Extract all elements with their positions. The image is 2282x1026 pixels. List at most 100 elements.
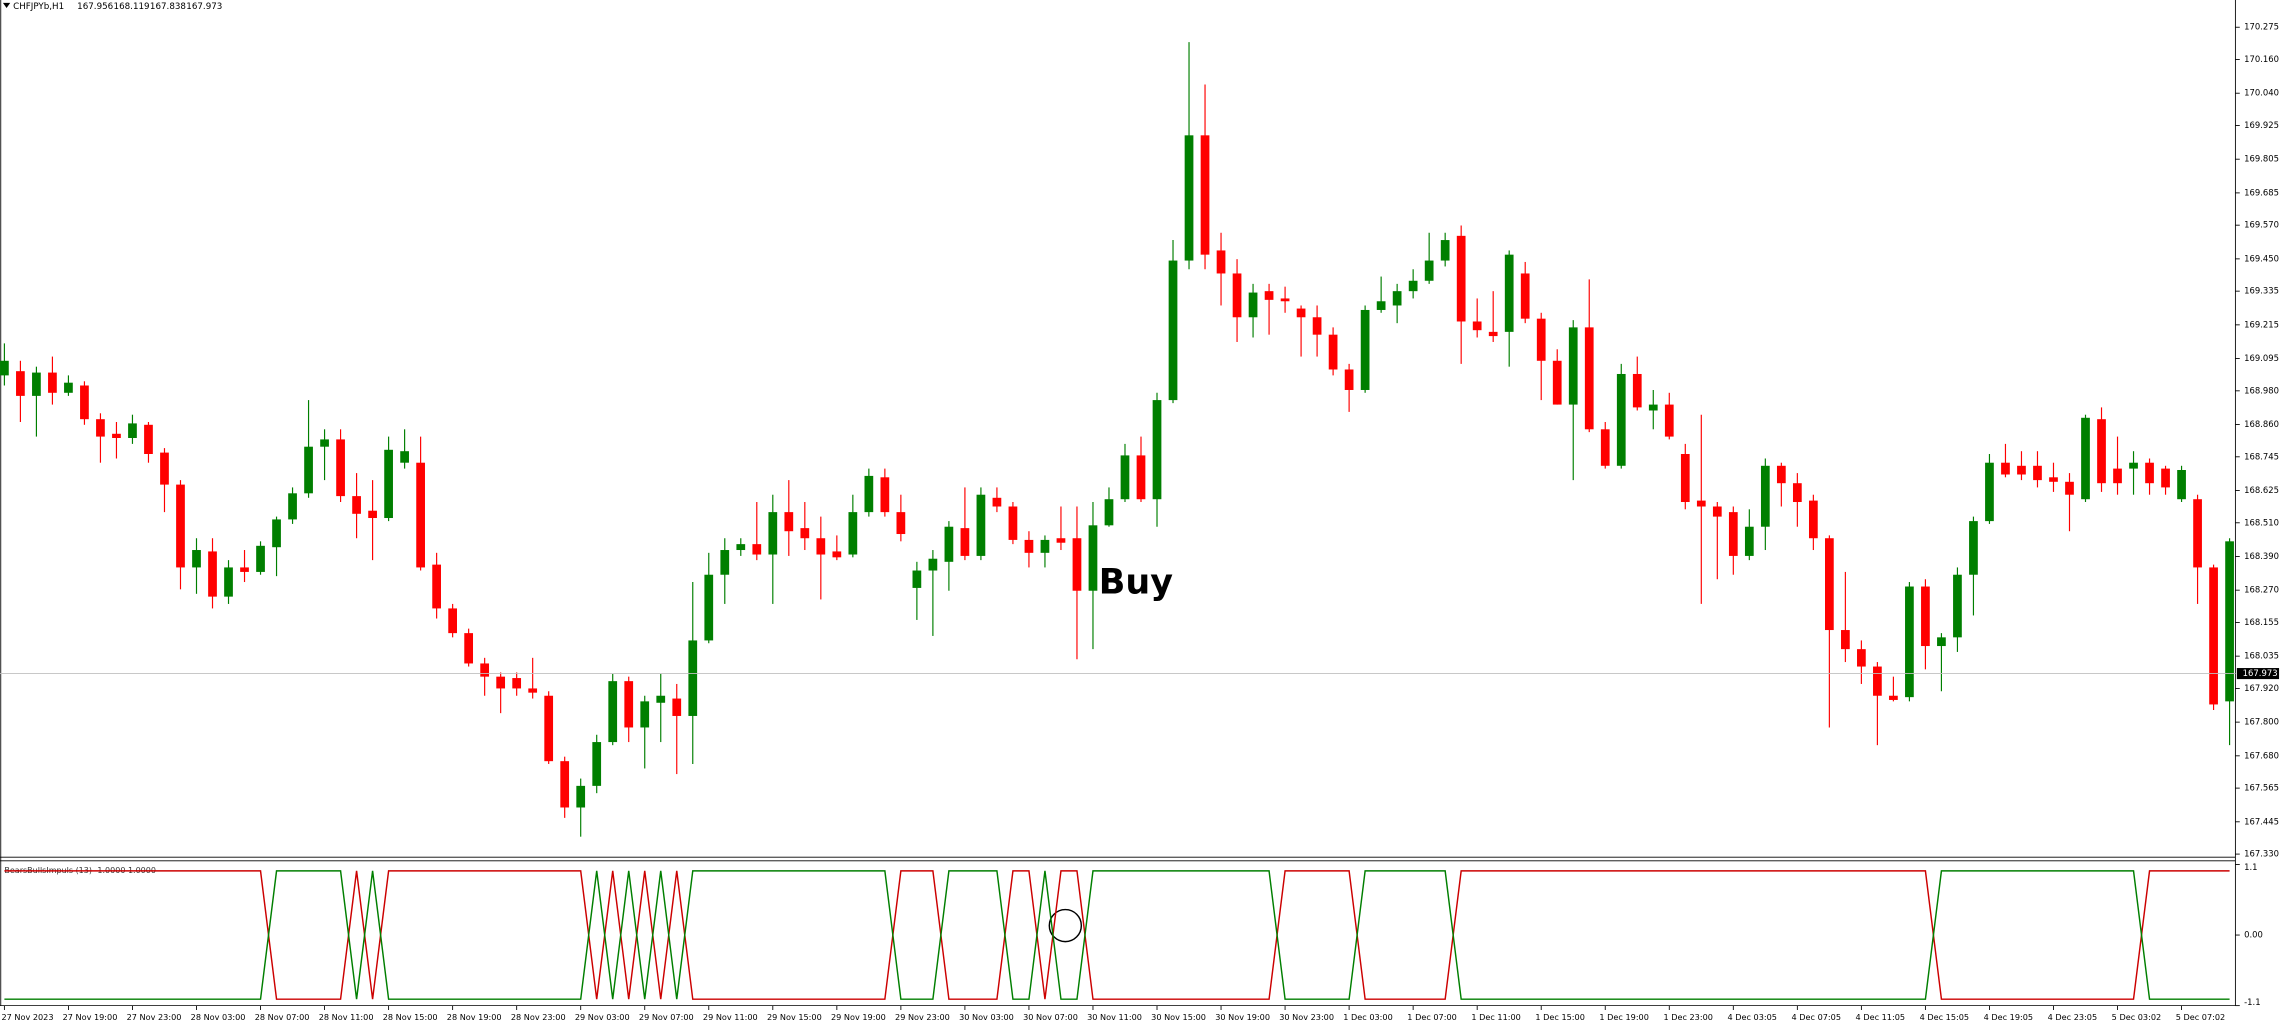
candle-body: [464, 633, 474, 664]
candle-body: [1632, 373, 1642, 408]
candle-body: [848, 512, 858, 555]
x-tick-label: 29 Nov 03:00: [575, 1012, 630, 1022]
candle-body: [1905, 586, 1914, 698]
last-price-box: [2236, 668, 2280, 680]
y-tick-label: 169.095: [2244, 353, 2279, 363]
x-tick-label: 29 Nov 11:00: [703, 1012, 758, 1022]
y-tick-label: 169.450: [2244, 253, 2279, 263]
candle-body: [1248, 292, 1258, 318]
candle-body: [1280, 298, 1290, 302]
y-tick-label: 169.570: [2244, 220, 2279, 230]
candle-body: [1825, 538, 1834, 631]
candle-body: [832, 551, 842, 558]
candle-body: [1440, 240, 1450, 261]
candle-body: [1072, 538, 1082, 591]
x-tick-label: 28 Nov 07:00: [255, 1012, 310, 1022]
y-tick-label: 168.270: [2244, 585, 2279, 595]
candle-body: [1760, 465, 1770, 527]
candle-body: [1488, 331, 1498, 337]
y-tick-label: 169.685: [2244, 187, 2279, 197]
candle-body: [688, 640, 698, 716]
y-tick-label: 168.155: [2244, 617, 2279, 627]
candle-body: [1921, 586, 1930, 647]
x-tick-label: 1 Dec 11:00: [1471, 1012, 1520, 1022]
symbol-menu-arrow[interactable]: [2, 2, 11, 9]
candle-body: [1744, 526, 1754, 556]
candle-body: [1889, 695, 1898, 700]
candle-body: [2017, 465, 2026, 475]
x-tick-label: 30 Nov 19:00: [1215, 1012, 1270, 1022]
y-tick-label: 1.1: [2244, 862, 2257, 872]
y-tick-label: 168.035: [2244, 651, 2279, 661]
y-tick-label: 168.625: [2244, 485, 2279, 495]
candle-body: [928, 558, 938, 571]
candle-body: [368, 510, 377, 519]
indicator-line: [4, 870, 2230, 1000]
symbol-label: CHFJPYb,H1: [13, 2, 64, 12]
candle-body: [1696, 500, 1706, 507]
x-tick-label: 4 Dec 19:05: [1984, 1012, 2033, 1022]
candle-body: [768, 512, 778, 555]
y-tick-label: 0.00: [2244, 930, 2263, 940]
candle-body: [544, 695, 554, 762]
x-tick-label: 1 Dec 23:00: [1663, 1012, 1712, 1022]
y-tick-label: 170.040: [2244, 88, 2279, 98]
x-tick-label: 29 Nov 15:00: [767, 1012, 822, 1022]
candle-body: [1648, 404, 1658, 411]
candle-body: [32, 372, 41, 396]
candle-body: [1664, 404, 1674, 437]
candle-body: [1985, 462, 1994, 522]
candle-body: [288, 493, 297, 520]
x-tick-label: 29 Nov 07:00: [639, 1012, 694, 1022]
candle-body: [1552, 360, 1562, 405]
candle-body: [1008, 506, 1018, 540]
candle-body: [1472, 321, 1482, 331]
y-tick-label: 168.860: [2244, 419, 2279, 429]
candle-body: [512, 678, 522, 689]
candle-body: [672, 698, 682, 716]
header-value: 167.956: [77, 2, 113, 12]
candle-body: [1504, 254, 1514, 332]
candle-body: [1312, 317, 1322, 335]
candle-body: [1200, 135, 1210, 255]
candle-body: [1296, 308, 1306, 318]
candle-body: [0, 360, 9, 376]
header-value: 167.838: [150, 2, 186, 12]
candle-body: [1841, 630, 1850, 650]
x-tick-label: 28 Nov 03:00: [191, 1012, 246, 1022]
candle-body: [1104, 499, 1114, 526]
x-tick-label: 1 Dec 03:00: [1343, 1012, 1392, 1022]
x-tick-label: 28 Nov 15:00: [383, 1012, 438, 1022]
x-tick-label: 29 Nov 23:00: [895, 1012, 950, 1022]
y-tick-label: 168.980: [2244, 385, 2279, 395]
candle-body: [320, 439, 329, 447]
x-tick-label: 4 Dec 11:05: [1856, 1012, 1905, 1022]
candle-body: [1120, 455, 1130, 500]
candle-body: [1520, 273, 1530, 319]
candle-body: [1184, 135, 1194, 261]
candle-body: [2001, 462, 2010, 475]
candle-body: [592, 742, 602, 786]
candle-body: [720, 550, 730, 575]
candle-body: [2129, 462, 2138, 469]
candle-body: [2113, 468, 2122, 484]
x-tick-label: 1 Dec 07:00: [1407, 1012, 1456, 1022]
candle-body: [496, 676, 506, 689]
y-tick-label: 168.510: [2244, 517, 2279, 527]
y-tick-label: 170.160: [2244, 54, 2279, 64]
candle-body: [2049, 477, 2058, 482]
y-tick-label: 167.800: [2244, 717, 2279, 727]
y-tick-label: -1.1: [2244, 997, 2260, 1007]
candle-body: [864, 475, 874, 513]
candle-body: [272, 519, 281, 548]
x-tick-label: 27 Nov 2023: [1, 1012, 53, 1022]
x-tick-label: 28 Nov 11:00: [319, 1012, 374, 1022]
candle-body: [400, 451, 409, 463]
x-tick-label: 29 Nov 19:00: [831, 1012, 886, 1022]
candle-body: [2193, 499, 2202, 568]
x-tick-label: 5 Dec 03:02: [2112, 1012, 2161, 1022]
header-value: 167.973: [186, 2, 222, 12]
y-tick-label: 167.920: [2244, 683, 2279, 693]
candle-body: [112, 433, 121, 438]
